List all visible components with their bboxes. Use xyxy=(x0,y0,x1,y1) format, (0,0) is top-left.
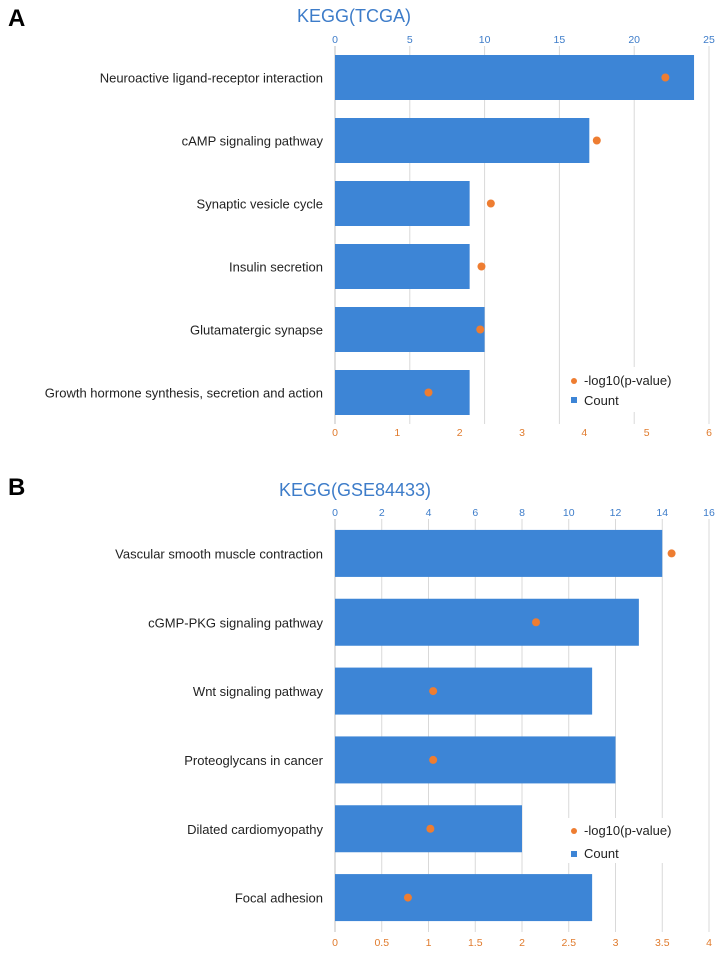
panel-b-category-label: Dilated cardiomyopathy xyxy=(187,822,323,837)
panel-a-dot xyxy=(476,325,485,334)
panel-b-top-ticks: 0 2 4 6 8 10 12 14 16 xyxy=(332,507,715,519)
panel-b-top-tick-label: 4 xyxy=(426,507,432,519)
panel-b-legend: -log10(p-value) Count xyxy=(563,818,698,863)
panel-a-legend-count: Count xyxy=(584,393,619,408)
panel-a-category-label: Neuroactive ligand-receptor interaction xyxy=(100,71,323,86)
panel-b-legend-dot-marker xyxy=(571,828,577,834)
panel-a-top-tick-label: 20 xyxy=(628,34,640,46)
panel-a-dot xyxy=(592,136,601,145)
panel-b-bottom-tick-label: 2.5 xyxy=(561,937,576,949)
panel-a-title: KEGG(TCGA) xyxy=(297,6,411,26)
panel-a-bottom-tick-label: 6 xyxy=(706,427,712,439)
panel-b-category-labels: Vascular smooth muscle contraction cGMP-P… xyxy=(115,546,324,905)
panel-a-top-tick-label: 10 xyxy=(479,34,491,46)
panel-b-top-tick-label: 12 xyxy=(610,507,622,519)
panel-b-bottom-tick-label: 1.5 xyxy=(468,937,483,949)
panel-b-dot xyxy=(429,687,438,696)
panel-a-bottom-tick-label: 5 xyxy=(644,427,650,439)
panel-b-top-tick-label: 2 xyxy=(379,507,385,519)
panel-b-dot xyxy=(403,893,412,902)
panel-b-bar xyxy=(335,598,639,646)
panel-a-legend: -log10(p-value) Count xyxy=(563,367,698,412)
panel-a-category-label: Glutamatergic synapse xyxy=(190,323,323,338)
panel-a-top-ticks: 0 5 10 15 20 25 xyxy=(332,34,715,46)
panel-a-category-label: Insulin secretion xyxy=(229,260,323,275)
panel-a-bars xyxy=(335,55,695,415)
panel-a-legend-dot-marker xyxy=(571,378,577,384)
panel-b-category-label: Focal adhesion xyxy=(235,891,323,906)
panel-b-bar xyxy=(335,874,593,922)
panel-a-top-tick-label: 5 xyxy=(407,34,413,46)
panel-b-letter: B xyxy=(8,474,25,501)
panel-b-bar xyxy=(335,667,593,715)
panel-a-legend-bar-marker xyxy=(571,397,577,403)
panel-b-category-label: cGMP-PKG signaling pathway xyxy=(148,615,323,630)
panel-b-dot xyxy=(429,755,438,764)
panel-a-category-label: Synaptic vesicle cycle xyxy=(197,197,323,212)
panel-b-bottom-ticks: 0 0.5 1 1.5 2 2.5 3 3.5 4 xyxy=(332,937,712,949)
panel-a-bar xyxy=(335,307,485,352)
panel-a: A KEGG(TCGA) Neuroactive ligand-receptor… xyxy=(8,5,715,439)
panel-a-top-tick-label: 25 xyxy=(703,34,715,46)
panel-b-bar xyxy=(335,736,616,784)
panel-b-dot xyxy=(532,618,541,627)
panel-a-dot xyxy=(477,262,486,271)
panel-b-bottom-tick-label: 0 xyxy=(332,937,338,949)
panel-a-bottom-ticks: 0 1 2 3 4 5 6 xyxy=(332,427,712,439)
panel-b-bars xyxy=(335,529,663,922)
panel-a-top-tick-label: 0 xyxy=(332,34,338,46)
panel-b-category-label: Wnt signaling pathway xyxy=(193,684,324,699)
panel-a-bottom-tick-label: 1 xyxy=(394,427,400,439)
panel-b-dots xyxy=(403,549,676,902)
panel-a-dot xyxy=(661,73,670,82)
panel-b-dot xyxy=(426,824,435,833)
panel-a-gridlines xyxy=(334,46,710,424)
panel-a-bar xyxy=(335,181,470,226)
panel-a-bar xyxy=(335,55,695,100)
panel-a-bottom-tick-label: 2 xyxy=(457,427,463,439)
panel-b-bottom-tick-label: 1 xyxy=(426,937,432,949)
panel-b-top-tick-label: 8 xyxy=(519,507,525,519)
panel-b-gridlines xyxy=(334,519,710,932)
panel-a-bar xyxy=(335,118,590,163)
panel-a-dot xyxy=(486,199,495,208)
panel-b-top-tick-label: 16 xyxy=(703,507,715,519)
panel-b-legend-box xyxy=(563,818,698,863)
panel-b-legend-bar-marker xyxy=(571,851,577,857)
panel-b-top-tick-label: 0 xyxy=(332,507,338,519)
panel-b-title: KEGG(GSE84433) xyxy=(279,480,431,500)
panel-a-category-labels: Neuroactive ligand-receptor interaction c… xyxy=(45,71,324,401)
panel-b: B KEGG(GSE84433) Vascular smooth muscle … xyxy=(8,474,715,949)
panel-b-dot xyxy=(667,549,676,558)
panel-a-letter: A xyxy=(8,5,25,32)
panel-b-top-tick-label: 14 xyxy=(656,507,668,519)
panel-b-bottom-tick-label: 2 xyxy=(519,937,525,949)
panel-a-bar xyxy=(335,370,470,415)
panel-a-bottom-tick-label: 0 xyxy=(332,427,338,439)
panel-b-bottom-tick-label: 3.5 xyxy=(655,937,670,949)
panel-a-dots xyxy=(424,73,670,397)
panel-a-category-label: Growth hormone synthesis, secretion and … xyxy=(45,386,323,401)
panel-b-top-tick-label: 6 xyxy=(472,507,478,519)
panel-b-bottom-tick-label: 3 xyxy=(613,937,619,949)
panel-a-top-tick-label: 15 xyxy=(554,34,566,46)
panel-a-dot xyxy=(424,388,433,397)
panel-a-legend-box xyxy=(563,367,698,412)
panel-a-bottom-tick-label: 3 xyxy=(519,427,525,439)
panel-b-top-tick-label: 10 xyxy=(563,507,575,519)
panel-a-bar xyxy=(335,244,470,289)
panel-b-category-label: Vascular smooth muscle contraction xyxy=(115,546,323,561)
panel-b-legend-pvalue: -log10(p-value) xyxy=(584,823,671,838)
panel-b-bottom-tick-label: 4 xyxy=(706,937,712,949)
panel-b-bar xyxy=(335,529,663,577)
panel-a-bottom-tick-label: 4 xyxy=(581,427,587,439)
panel-b-legend-count: Count xyxy=(584,846,619,861)
panel-b-category-label: Proteoglycans in cancer xyxy=(184,753,323,768)
panel-a-legend-pvalue: -log10(p-value) xyxy=(584,373,671,388)
panel-a-category-label: cAMP signaling pathway xyxy=(182,134,324,149)
panel-b-bottom-tick-label: 0.5 xyxy=(374,937,389,949)
